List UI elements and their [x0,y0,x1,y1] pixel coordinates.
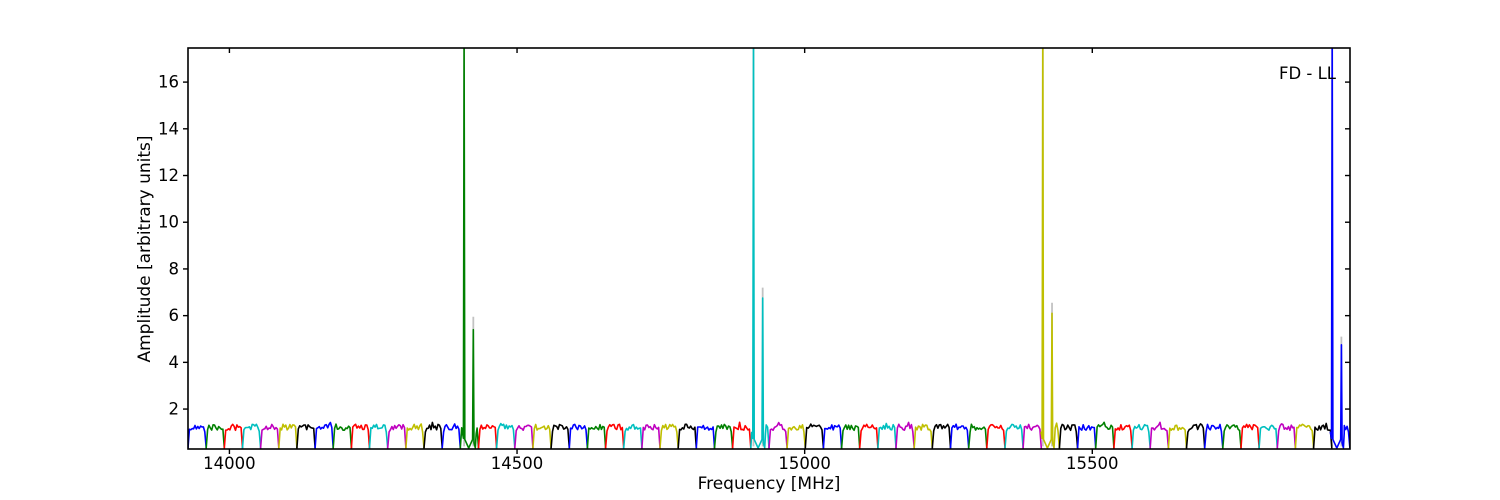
subband-trace [967,423,988,449]
subband-trace [931,423,952,449]
subband-trace [513,424,534,449]
subband-trace [259,423,280,449]
subband-trace [677,423,698,449]
plot-frame [187,47,1351,450]
subband-trace [532,423,552,449]
y-tick-label: 16 [158,73,179,92]
subband-trace [949,423,970,449]
subband-trace [223,423,244,449]
subband-trace [1113,423,1133,449]
subband-trace [731,421,752,449]
y-axis-label: Amplitude [arbitrary units] [135,135,155,362]
x-axis-label: Frequency [MHz] [698,474,841,494]
subband-trace [641,423,661,449]
axis-ticks-layer: 14000 14500 15000 15500 2 4 6 8 10 12 14 16 [158,48,1350,473]
subband-trace [1076,423,1097,449]
subband-trace [550,423,571,449]
subband-trace [1058,423,1079,449]
subband-trace [459,48,480,449]
subband-trace [768,421,788,449]
y-tick-label: 12 [158,166,179,185]
x-tick-label: 14500 [491,454,544,473]
y-tick-label: 10 [158,213,179,232]
subband-trace [695,424,716,449]
y-tick-label: 4 [169,353,180,372]
subband-trace [568,423,589,449]
subband-trace [1203,423,1224,449]
subband-trace [1167,424,1188,449]
subband-trace [1258,424,1279,449]
data-series-layer [188,48,1350,449]
y-tick-label: 8 [169,259,180,278]
subband-trace [786,423,807,449]
subband-trace [749,48,770,449]
subband-trace [423,421,444,449]
subband-trace [495,422,516,449]
subband-trace [1240,423,1260,449]
subband-trace [1329,48,1350,449]
subband-trace [296,424,316,449]
subband-trace [1294,423,1315,449]
subband-trace [350,423,371,449]
subband-trace [713,423,734,449]
x-tick-label: 14000 [203,454,256,473]
subband-trace [586,423,607,449]
subband-trace [332,423,353,449]
subband-trace [604,423,625,449]
subband-trace [368,423,389,449]
subband-trace [188,424,207,449]
y-tick-label: 2 [169,400,180,419]
subband-trace [277,423,298,449]
subband-trace [840,424,861,449]
subband-trace [314,421,335,449]
subband-trace [1312,422,1333,449]
subband-trace [895,421,916,449]
subband-trace [1131,423,1151,449]
subband-trace [1276,423,1297,449]
subband-trace [386,423,407,449]
subband-trace [1004,423,1024,449]
subband-trace [804,423,825,449]
subband-trace [1222,424,1242,449]
x-tick-label: 15000 [778,454,831,473]
subband-trace [877,422,897,449]
subband-trace [622,423,643,449]
subband-trace [858,423,879,449]
subband-trace [241,423,262,449]
subband-trace [1094,421,1115,449]
subband-trace [405,423,425,449]
subband-trace [1185,423,1206,449]
subband-trace [1022,423,1043,449]
subband-trace [913,423,934,449]
subband-trace [659,423,680,449]
subband-trace [985,423,1006,449]
x-tick-label: 15500 [1066,454,1119,473]
subband-trace [822,424,843,449]
subband-trace [205,423,226,449]
subband-trace [441,423,462,449]
y-tick-label: 6 [169,306,180,325]
subband-trace [1040,48,1061,449]
y-tick-label: 14 [158,119,179,138]
corner-label: FD - LL [1279,64,1337,83]
subband-trace [1149,421,1170,449]
subband-trace [477,424,498,449]
